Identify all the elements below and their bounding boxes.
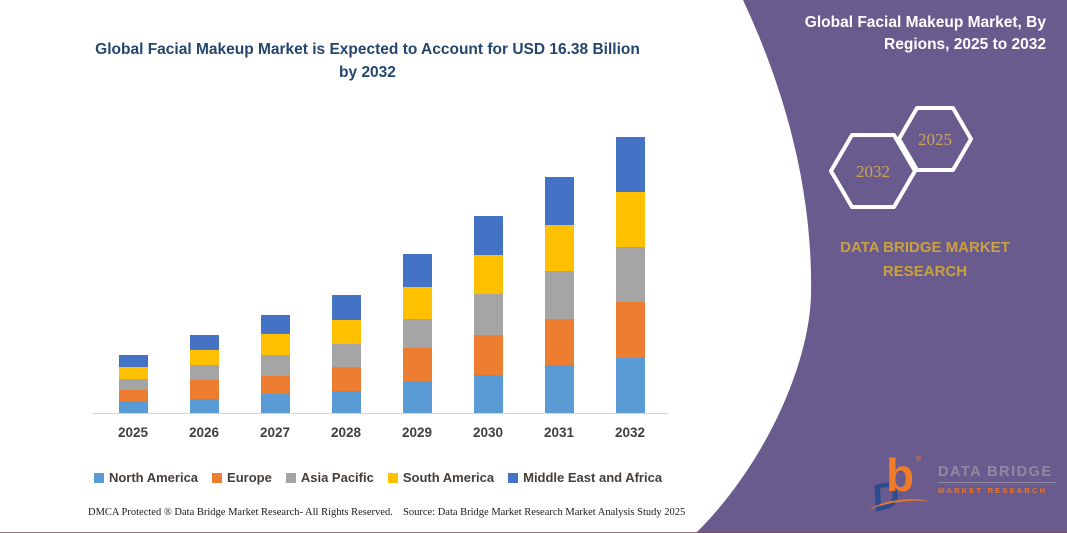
source-note: Source: Data Bridge Market Research Mark… xyxy=(403,507,686,518)
bar-segment xyxy=(402,381,432,413)
bar-segment xyxy=(331,344,361,367)
dbmr-logo-icon: D b ® xyxy=(867,449,932,521)
bottom-border-line xyxy=(0,531,1067,533)
chart-title: Global Facial Makeup Market is Expected … xyxy=(95,41,640,82)
bar-segment xyxy=(189,380,219,399)
bar-segment xyxy=(473,254,503,294)
legend-swatch xyxy=(212,472,223,483)
bar-segment xyxy=(544,225,574,272)
bar-segment xyxy=(473,216,503,255)
x-axis-tick-label: 2029 xyxy=(401,425,433,440)
bar-segment xyxy=(544,365,574,413)
logo-b-glyph: b xyxy=(886,449,915,501)
hexagon-2025 xyxy=(897,106,973,172)
legend-item: North America xyxy=(93,470,199,485)
bar-segment xyxy=(260,393,290,413)
bar-segment xyxy=(118,367,148,379)
bar-segment xyxy=(118,389,148,402)
bar-segment xyxy=(331,295,361,321)
x-axis-tick-label: 2032 xyxy=(614,425,646,440)
bar-segment xyxy=(260,354,290,376)
hexagon-2032 xyxy=(829,133,917,209)
legend-swatch xyxy=(285,472,296,483)
logo-divider xyxy=(938,482,1056,483)
x-axis-tick-label: 2030 xyxy=(472,425,504,440)
legend-item: Asia Pacific xyxy=(285,470,374,485)
bar-segment xyxy=(615,136,645,192)
bar-segment xyxy=(544,318,574,366)
bar-segment xyxy=(615,301,645,358)
registered-mark: ® xyxy=(916,456,922,463)
x-axis-tick-label: 2025 xyxy=(117,425,149,440)
bar-segment xyxy=(118,378,148,390)
legend-label: Middle East and Africa xyxy=(523,470,663,485)
bar-segment xyxy=(402,253,432,287)
legend-swatch xyxy=(93,472,104,483)
hexagon-2032-label: 2032 xyxy=(856,162,890,181)
bar-segment xyxy=(473,334,503,375)
purple-panel-shape xyxy=(696,0,1067,533)
bar-segment xyxy=(189,350,219,366)
bar-segment xyxy=(260,375,290,394)
bar-segment xyxy=(615,357,645,413)
legend-swatch xyxy=(508,472,519,483)
legend-swatch xyxy=(387,472,398,483)
bar-segment xyxy=(473,293,503,335)
bar-segment xyxy=(331,366,361,391)
bar-segment xyxy=(260,314,290,334)
bar-segment xyxy=(615,247,645,302)
bar-segment xyxy=(402,347,432,382)
x-axis-tick-label: 2027 xyxy=(259,425,291,440)
legend-label: Europe xyxy=(227,470,272,485)
x-axis-tick-label: 2031 xyxy=(543,425,575,440)
bar-segment xyxy=(473,374,503,413)
legend-label: South America xyxy=(402,470,495,485)
legend-item: South America xyxy=(387,470,495,485)
legend-label: North America xyxy=(108,470,199,485)
bar-segment xyxy=(615,191,645,248)
bar-segment xyxy=(118,401,148,413)
bar-segment xyxy=(402,286,432,319)
bar-segment xyxy=(331,320,361,345)
panel-title: Global Facial Makeup Market, By Regions,… xyxy=(804,14,1046,54)
bar-segment xyxy=(189,365,219,381)
dbmr-logo: D b ® DATA BRIDGE MARKET RESEARCH xyxy=(867,449,1056,521)
dmca-notice: DMCA Protected ® Data Bridge Market Rese… xyxy=(88,507,393,518)
bar-segment xyxy=(402,318,432,348)
logo-name: DATA BRIDGE xyxy=(938,464,1053,480)
bar-segment xyxy=(118,354,148,368)
bar-segment xyxy=(189,334,219,351)
chart-legend: North America Europe Asia Pacific South Ame… xyxy=(78,470,678,485)
logo-text: DATA BRIDGE MARKET RESEARCH xyxy=(938,464,1056,495)
legend-item: Middle East and Africa xyxy=(508,470,662,485)
hexagon-2025-label: 2025 xyxy=(918,130,952,149)
bar-segment xyxy=(189,398,219,413)
bar-segment xyxy=(331,390,361,413)
bar-segment xyxy=(260,333,290,355)
x-axis-line xyxy=(93,413,668,414)
brand-text: DATA BRIDGE MARKET RESEARCH xyxy=(840,239,1010,280)
legend-label: Asia Pacific xyxy=(300,470,374,485)
legend-item: Europe xyxy=(212,470,272,485)
x-axis-tick-label: 2026 xyxy=(188,425,220,440)
bar-segment xyxy=(544,176,574,226)
year-hexagons: 2025 2032 xyxy=(829,106,973,209)
x-axis-tick-label: 2028 xyxy=(330,425,362,440)
bar-segment xyxy=(544,271,574,319)
logo-tagline: MARKET RESEARCH xyxy=(938,486,1048,495)
